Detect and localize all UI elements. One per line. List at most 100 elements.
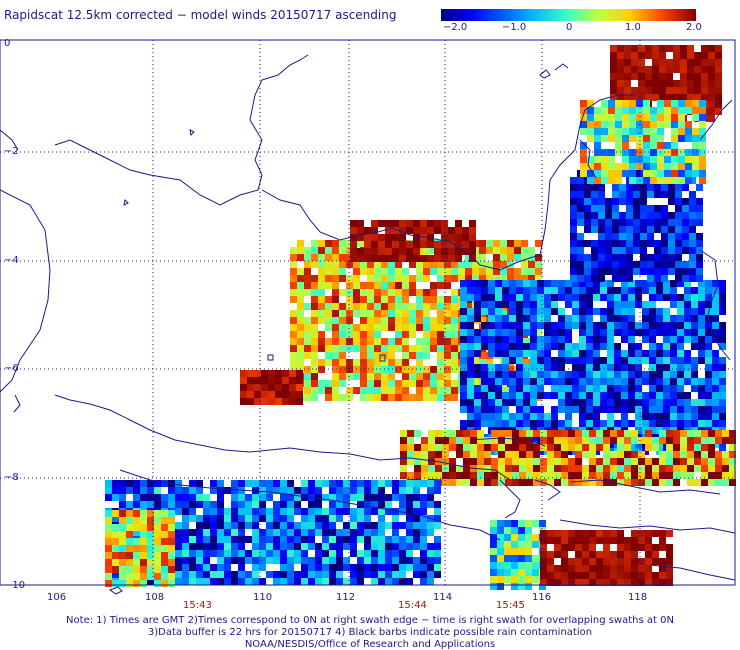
wind-cell xyxy=(273,578,280,585)
wind-cell xyxy=(481,420,488,427)
wind-cell xyxy=(673,52,680,59)
wind-cell xyxy=(437,268,444,275)
wind-cell xyxy=(509,350,516,357)
wind-cell xyxy=(486,275,493,282)
wind-cell xyxy=(701,437,708,444)
wind-cell xyxy=(196,578,203,585)
colorbar-tick: −2.0 xyxy=(443,22,468,33)
wind-cell xyxy=(670,399,677,406)
wind-cell xyxy=(474,280,481,287)
wind-cell xyxy=(168,559,175,566)
wind-cell xyxy=(554,430,561,437)
wind-cell xyxy=(580,149,587,156)
wind-cell xyxy=(614,364,621,371)
wind-cell xyxy=(161,580,168,587)
wind-cell xyxy=(635,385,642,392)
wind-cell xyxy=(678,114,685,121)
wind-cell xyxy=(413,515,420,522)
wind-cell xyxy=(544,329,551,336)
colorbar-tick: 2.0 xyxy=(686,22,702,33)
wind-cell xyxy=(498,451,505,458)
wind-cell xyxy=(572,385,579,392)
wind-cell xyxy=(712,315,719,322)
wind-cell xyxy=(645,437,652,444)
wind-cell xyxy=(521,254,528,261)
wind-cell xyxy=(696,205,703,212)
wind-cell xyxy=(402,282,409,289)
wind-cell xyxy=(656,343,663,350)
wind-cell xyxy=(444,345,451,352)
wind-cell xyxy=(523,413,530,420)
wind-cell xyxy=(580,163,587,170)
wind-cell xyxy=(126,545,133,552)
wind-cell xyxy=(238,543,245,550)
wind-cell xyxy=(423,296,430,303)
wind-cell xyxy=(304,254,311,261)
wind-cell xyxy=(661,191,668,198)
wind-cell xyxy=(282,391,289,398)
wind-cell xyxy=(586,378,593,385)
wind-cell xyxy=(708,73,715,80)
wind-cell xyxy=(247,377,254,384)
wind-cell xyxy=(308,571,315,578)
wind-cell xyxy=(119,494,126,501)
wind-cell xyxy=(481,385,488,392)
wind-cell xyxy=(367,275,374,282)
wind-cell xyxy=(280,494,287,501)
wind-cell xyxy=(645,551,652,558)
wind-cell xyxy=(224,508,231,515)
wind-cell xyxy=(455,234,462,241)
wind-cell xyxy=(666,472,673,479)
wind-cell xyxy=(600,308,607,315)
wind-cell xyxy=(572,294,579,301)
wind-cell xyxy=(350,550,357,557)
wind-cell xyxy=(635,294,642,301)
wind-cell xyxy=(360,296,367,303)
wind-cell xyxy=(568,430,575,437)
wind-cell xyxy=(528,268,535,275)
wind-cell xyxy=(617,465,624,472)
wind-cell xyxy=(712,308,719,315)
wind-cell xyxy=(642,322,649,329)
wind-cell xyxy=(610,52,617,59)
wind-cell xyxy=(399,564,406,571)
wind-cell xyxy=(670,301,677,308)
wind-cell xyxy=(423,387,430,394)
wind-cell xyxy=(367,373,374,380)
wind-cell xyxy=(325,338,332,345)
wind-cell xyxy=(596,572,603,579)
wind-cell xyxy=(462,227,469,234)
wind-cell xyxy=(586,420,593,427)
wind-cell xyxy=(645,80,652,87)
wind-cell xyxy=(427,578,434,585)
wind-cell xyxy=(579,371,586,378)
wind-cell xyxy=(469,220,476,227)
wind-cell xyxy=(294,487,301,494)
wind-cell xyxy=(119,580,126,587)
wind-cell xyxy=(684,294,691,301)
wind-cell xyxy=(481,378,488,385)
wind-cell xyxy=(332,275,339,282)
wind-cell xyxy=(621,357,628,364)
wind-cell xyxy=(579,280,586,287)
colorbar-tick: 0 xyxy=(566,22,573,33)
wind-cell xyxy=(593,399,600,406)
wind-cell xyxy=(350,508,357,515)
wind-cell xyxy=(388,310,395,317)
wind-cell xyxy=(259,564,266,571)
wind-cell xyxy=(147,517,154,524)
wind-cell xyxy=(647,219,654,226)
wind-cell xyxy=(530,413,537,420)
wind-cell xyxy=(684,392,691,399)
wind-cell xyxy=(481,329,488,336)
wind-cell xyxy=(642,350,649,357)
wind-cell xyxy=(441,255,448,262)
wind-cell xyxy=(126,524,133,531)
wind-cell xyxy=(322,550,329,557)
wind-cell xyxy=(516,399,523,406)
wind-cell xyxy=(414,444,421,451)
wind-cell xyxy=(610,437,617,444)
wind-cell xyxy=(357,571,364,578)
wind-cell xyxy=(554,579,561,586)
wind-cell xyxy=(451,324,458,331)
